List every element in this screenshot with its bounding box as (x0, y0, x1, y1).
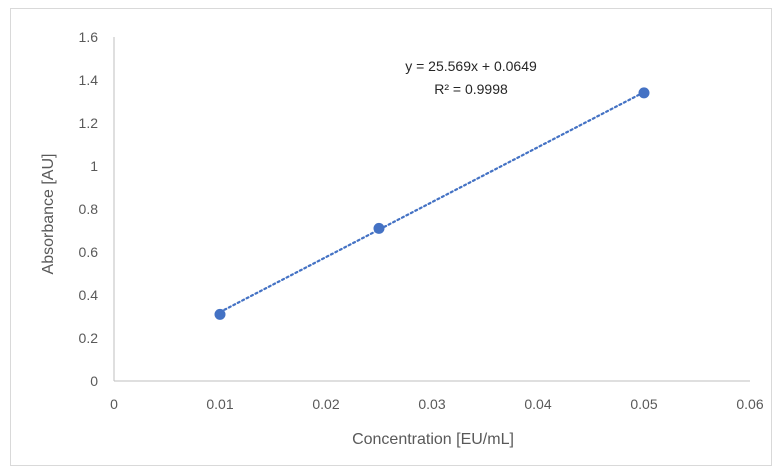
y-tick-label: 0.6 (79, 244, 99, 260)
data-points (214, 87, 650, 320)
data-point (373, 222, 385, 234)
x-axis-title: Concentration [EU/mL] (352, 431, 514, 448)
scatter-chart: 0 0.01 0.02 0.03 0.04 0.05 0.06 0 0.2 0.4 0.6 0.8 1 1… (40, 29, 764, 448)
x-tick-label: 0.04 (524, 396, 551, 412)
x-tick-label: 0.01 (206, 396, 233, 412)
x-tick-label: 0.03 (418, 396, 445, 412)
y-tick-label: 0 (90, 373, 98, 389)
x-tick-label: 0.05 (630, 396, 657, 412)
data-point (638, 87, 650, 99)
y-tick-label: 1.2 (79, 115, 99, 131)
y-tick-label: 0.4 (79, 287, 99, 303)
r-squared-label: R² = 0.9998 (434, 81, 508, 97)
linear-trendline (218, 91, 646, 314)
y-tick-label: 1 (90, 158, 98, 174)
y-tick-label: 0.8 (79, 201, 99, 217)
x-tick-label: 0 (110, 396, 118, 412)
y-tick-label: 1.6 (79, 29, 99, 45)
x-tick-label: 0.06 (736, 396, 763, 412)
data-point (214, 308, 226, 320)
tick-labels: 0 0.01 0.02 0.03 0.04 0.05 0.06 0 0.2 0.4 0.6 0.8 1 1… (79, 29, 764, 412)
axes (113, 37, 750, 382)
x-tick-label: 0.02 (312, 396, 339, 412)
y-tick-label: 0.2 (79, 330, 99, 346)
chart-area: 0 0.01 0.02 0.03 0.04 0.05 0.06 0 0.2 0.4 0.6 0.8 1 1… (10, 8, 772, 466)
y-axis-title: Absorbance [AU] (40, 154, 57, 275)
trendline-layer (218, 91, 646, 314)
trendline-equation: y = 25.569x + 0.0649 (405, 58, 537, 74)
y-tick-label: 1.4 (79, 72, 99, 88)
